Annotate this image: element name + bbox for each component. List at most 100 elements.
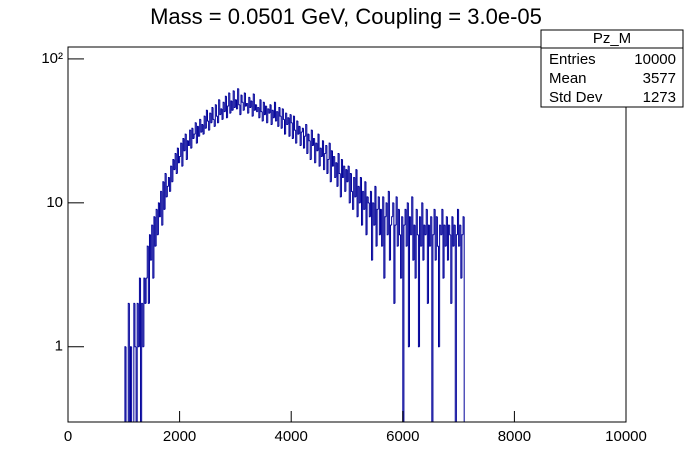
stats-frame (540, 29, 684, 108)
histogram-bin (217, 116, 219, 124)
histogram-bin (208, 121, 210, 131)
histogram-bin (266, 106, 268, 124)
histogram-bin (137, 303, 140, 348)
histogram-bin (361, 177, 363, 226)
histogram-bin (148, 234, 151, 304)
histogram-bin (141, 302, 143, 422)
histogram-bin (385, 202, 388, 217)
stats-value: 1273 (643, 89, 676, 106)
histogram-bin (342, 159, 344, 178)
histogram-bin (420, 216, 422, 247)
chart-title: Mass = 0.0501 GeV, Coupling = 3.0e-05 (150, 4, 542, 29)
histogram-bin (152, 225, 154, 279)
histogram-bin (238, 88, 240, 106)
y-tick-label: 10 (46, 194, 63, 211)
histogram-bin (159, 202, 161, 218)
histogram-bin (170, 165, 172, 192)
histogram-bin (269, 104, 272, 114)
histogram-bin (163, 181, 166, 210)
y-tick-label: 1 (55, 338, 63, 355)
histogram-bin (240, 94, 243, 115)
histogram-bin (287, 117, 289, 125)
histogram-bin (371, 191, 373, 261)
histogram-bin (357, 185, 360, 217)
histogram-bin (406, 202, 409, 247)
histogram-bin (324, 153, 326, 170)
histogram-bin (209, 112, 211, 131)
histogram-bin (296, 120, 298, 144)
histogram-bin (210, 113, 212, 124)
histogram-bin (211, 106, 214, 123)
histogram-bin (446, 216, 449, 261)
stats-value: 10000 (634, 51, 676, 68)
histogram-bin (173, 159, 176, 171)
histogram-bin (254, 104, 257, 111)
histogram-bin (338, 153, 341, 174)
histogram-bin (236, 99, 238, 110)
histogram-bin (344, 166, 346, 192)
histogram-bin (202, 124, 205, 135)
histogram-bin (295, 130, 297, 144)
histogram-bin (297, 121, 300, 135)
histogram-bin (407, 202, 410, 348)
histogram-bin (364, 181, 366, 210)
histogram-bin (145, 277, 148, 304)
histogram-bin (388, 191, 391, 261)
histogram-bin (325, 145, 327, 154)
histogram-bin (335, 162, 337, 178)
histogram-bin (390, 224, 392, 261)
histogram-bin (284, 119, 286, 135)
histogram-bin (384, 216, 387, 279)
stats-key: Entries (549, 51, 596, 68)
histogram-bin (395, 196, 398, 226)
histogram-bin (214, 104, 217, 127)
histogram-bin (352, 191, 354, 210)
histogram-bin (183, 138, 186, 152)
x-tick-label: 0 (64, 428, 72, 445)
x-tick-label: 6000 (386, 428, 419, 445)
histogram-bin (133, 302, 135, 422)
histogram-bin (172, 159, 175, 182)
stats-box: Pz_M Entries 10000 Mean 3577 Std Dev 127… (540, 29, 684, 108)
histogram-bin (396, 196, 399, 247)
histogram-bin (228, 92, 230, 107)
histogram-bin (301, 127, 304, 133)
histogram-bin (265, 105, 267, 115)
stats-value: 3577 (643, 70, 676, 87)
histogram-bin (136, 302, 139, 422)
histogram-bin (400, 234, 402, 279)
frame (67, 46, 627, 423)
histogram-bin (320, 148, 323, 157)
histogram-bin (376, 208, 379, 247)
histogram-bin (302, 128, 305, 149)
histogram-bin (382, 196, 384, 247)
histogram-bin (246, 103, 248, 107)
histogram-bin (150, 234, 152, 261)
histogram-bin (334, 156, 336, 178)
histogram-bin (270, 104, 273, 126)
histogram-bin (169, 177, 171, 192)
histogram-bin (444, 225, 447, 247)
histogram-bin (243, 92, 246, 111)
histogram-bin (458, 209, 460, 247)
histogram-bin (383, 196, 385, 279)
histogram-bin (278, 106, 281, 127)
x-tick-label: 2000 (163, 428, 196, 445)
histogram-bin (349, 172, 352, 203)
histogram-bin (356, 169, 359, 218)
histogram-bin (442, 209, 445, 279)
y-tick-label: 10² (41, 50, 63, 67)
histogram-bin (260, 99, 263, 113)
histogram-bin (213, 119, 216, 127)
histogram-bin (142, 303, 144, 348)
histogram-bin (372, 202, 374, 261)
histogram-bin (434, 209, 437, 261)
histogram-bin (422, 202, 425, 261)
histogram-bin (403, 224, 406, 422)
histogram-bin (381, 209, 383, 247)
histogram-bin (394, 224, 397, 304)
histogram-bin (392, 202, 394, 217)
histogram-bin (412, 196, 414, 261)
histogram-bin (277, 111, 279, 127)
